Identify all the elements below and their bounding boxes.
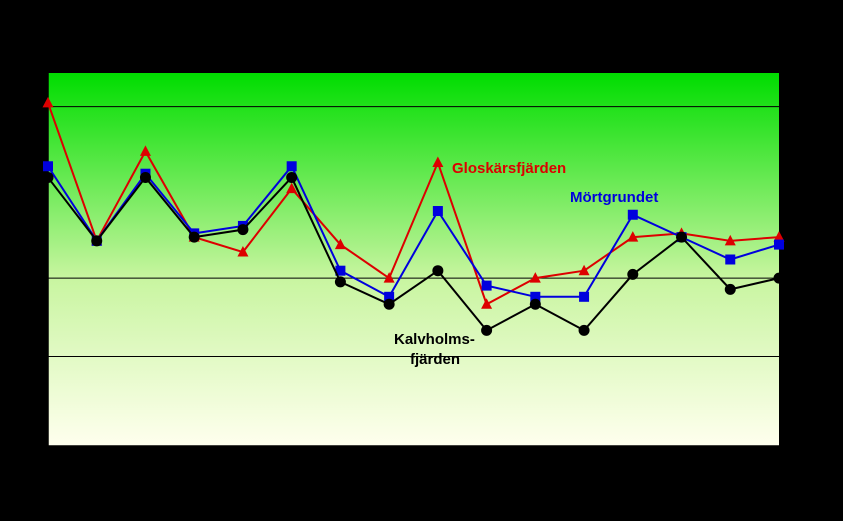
data-point-square — [43, 161, 53, 172]
data-point-circle — [432, 265, 444, 277]
data-point-square — [286, 161, 297, 172]
data-point-square — [530, 291, 541, 302]
data-point-triangle — [286, 182, 298, 194]
data-point-triangle — [578, 264, 590, 276]
series-kalvholmsfjrden — [42, 171, 785, 336]
series-label-gloskarsfjarden: Gloskärsfjärden — [452, 160, 566, 177]
data-point-square — [579, 291, 590, 302]
data-point-triangle — [773, 231, 785, 242]
data-point-square — [725, 254, 736, 265]
data-point-triangle — [334, 238, 346, 250]
data-point-triangle — [139, 145, 151, 156]
series-line — [47, 175, 780, 332]
data-point-triangle — [237, 246, 249, 257]
data-point-circle — [773, 272, 785, 284]
data-point-triangle — [481, 298, 493, 309]
series-line — [47, 164, 780, 299]
data-point-square — [481, 280, 492, 291]
plot-area — [48, 73, 779, 446]
data-point-circle — [481, 324, 493, 336]
data-point-square — [432, 206, 443, 217]
data-point-square — [627, 209, 638, 220]
data-point-square — [384, 291, 395, 302]
x-axis-ticks — [47, 446, 780, 452]
series-gloskrsfjrden — [42, 96, 785, 309]
data-point-circle — [334, 276, 346, 288]
data-point-circle — [627, 268, 639, 280]
data-point-triangle — [724, 234, 736, 246]
series-label-fjarden: fjärden — [410, 351, 460, 368]
data-point-circle — [42, 171, 54, 183]
data-point-triangle — [383, 272, 395, 283]
data-point-triangle — [42, 96, 54, 108]
data-point-circle — [724, 283, 736, 295]
data-point-circle — [578, 324, 590, 336]
reference-lines — [48, 106, 779, 357]
data-point-circle — [383, 298, 395, 310]
series-line — [47, 102, 780, 306]
data-point-circle — [139, 171, 151, 183]
data-point-circle — [188, 231, 200, 243]
data-point-square — [774, 239, 784, 250]
data-point-triangle — [529, 272, 541, 283]
data-point-circle — [529, 298, 541, 310]
data-point-square — [335, 265, 346, 276]
data-point-circle — [237, 224, 249, 236]
series-layer — [42, 96, 785, 336]
data-point-triangle — [627, 231, 639, 242]
data-point-circle — [286, 171, 298, 183]
series-label-kalvholms: Kalvholms- — [394, 331, 475, 348]
series-label-mortgrundet: Mörtgrundet — [570, 189, 658, 206]
data-point-circle — [91, 235, 103, 247]
data-point-triangle — [432, 156, 444, 168]
data-point-circle — [676, 231, 688, 243]
